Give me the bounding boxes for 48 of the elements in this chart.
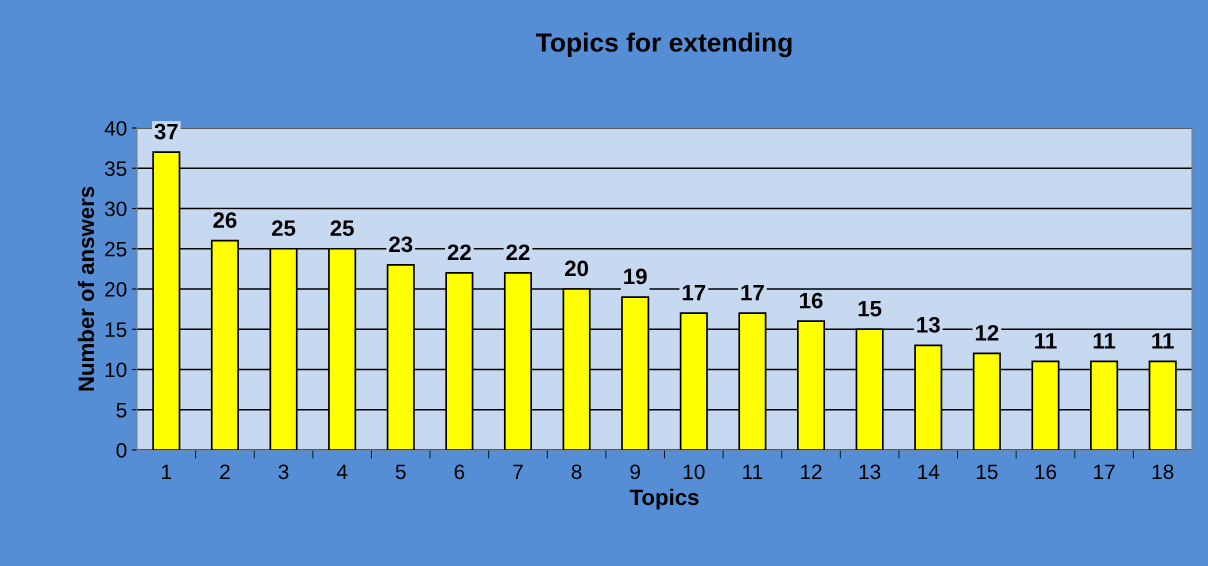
y-tick-label: 15 bbox=[105, 322, 127, 337]
data-label: 17 bbox=[682, 284, 706, 301]
x-tick-label: 9 bbox=[630, 464, 640, 480]
data-label: 37 bbox=[154, 123, 178, 140]
data-label: 11 bbox=[1093, 333, 1116, 349]
data-label: 23 bbox=[389, 236, 413, 253]
x-tick-label: 17 bbox=[1094, 464, 1115, 479]
x-tick-label: 12 bbox=[801, 464, 822, 479]
x-tick-label: 10 bbox=[683, 464, 705, 480]
x-axis-title: Topics bbox=[629, 488, 699, 510]
y-tick-label: 5 bbox=[116, 402, 127, 418]
x-tick-label: 7 bbox=[513, 464, 523, 479]
y-tick-label: 25 bbox=[105, 241, 127, 257]
data-label: 15 bbox=[858, 301, 882, 317]
y-tick-label: 40 bbox=[104, 121, 127, 136]
x-tick-label: 15 bbox=[976, 464, 998, 480]
data-label: 26 bbox=[213, 212, 237, 228]
x-tick-label: 6 bbox=[454, 464, 465, 480]
data-label: 11 bbox=[1152, 333, 1174, 349]
x-tick-label: 8 bbox=[571, 464, 582, 480]
x-tick-label: 2 bbox=[220, 464, 230, 479]
x-tick-label: 3 bbox=[278, 464, 289, 480]
x-tick-label: 4 bbox=[336, 464, 348, 479]
y-tick-label: 0 bbox=[116, 443, 127, 458]
x-tick-label: 13 bbox=[859, 464, 881, 480]
y-tick-label: 35 bbox=[104, 161, 127, 176]
chart-title: Topics for extending bbox=[536, 32, 792, 58]
x-tick-label: 5 bbox=[395, 464, 406, 480]
data-label: 22 bbox=[506, 244, 530, 260]
data-label: 17 bbox=[741, 284, 764, 301]
x-tick-label: 18 bbox=[1152, 464, 1174, 480]
data-label: 16 bbox=[800, 292, 823, 309]
data-label: 22 bbox=[447, 244, 471, 260]
y-tick-label: 30 bbox=[104, 201, 127, 217]
y-tick-label: 10 bbox=[105, 362, 127, 378]
data-label: 13 bbox=[917, 316, 940, 333]
x-tick-label: 1 bbox=[162, 464, 172, 479]
data-label: 25 bbox=[330, 220, 354, 237]
data-label: 11 bbox=[1035, 333, 1057, 349]
x-tick-label: 14 bbox=[918, 464, 940, 479]
data-label: 19 bbox=[624, 268, 647, 285]
y-tick-label: 20 bbox=[105, 282, 127, 297]
x-tick-label: 16 bbox=[1035, 464, 1057, 480]
data-label: 20 bbox=[565, 260, 589, 277]
x-tick-label: 11 bbox=[743, 464, 763, 479]
data-label: 12 bbox=[975, 324, 999, 341]
y-axis-title: Number of answers bbox=[77, 186, 95, 391]
data-label: 25 bbox=[271, 220, 296, 237]
